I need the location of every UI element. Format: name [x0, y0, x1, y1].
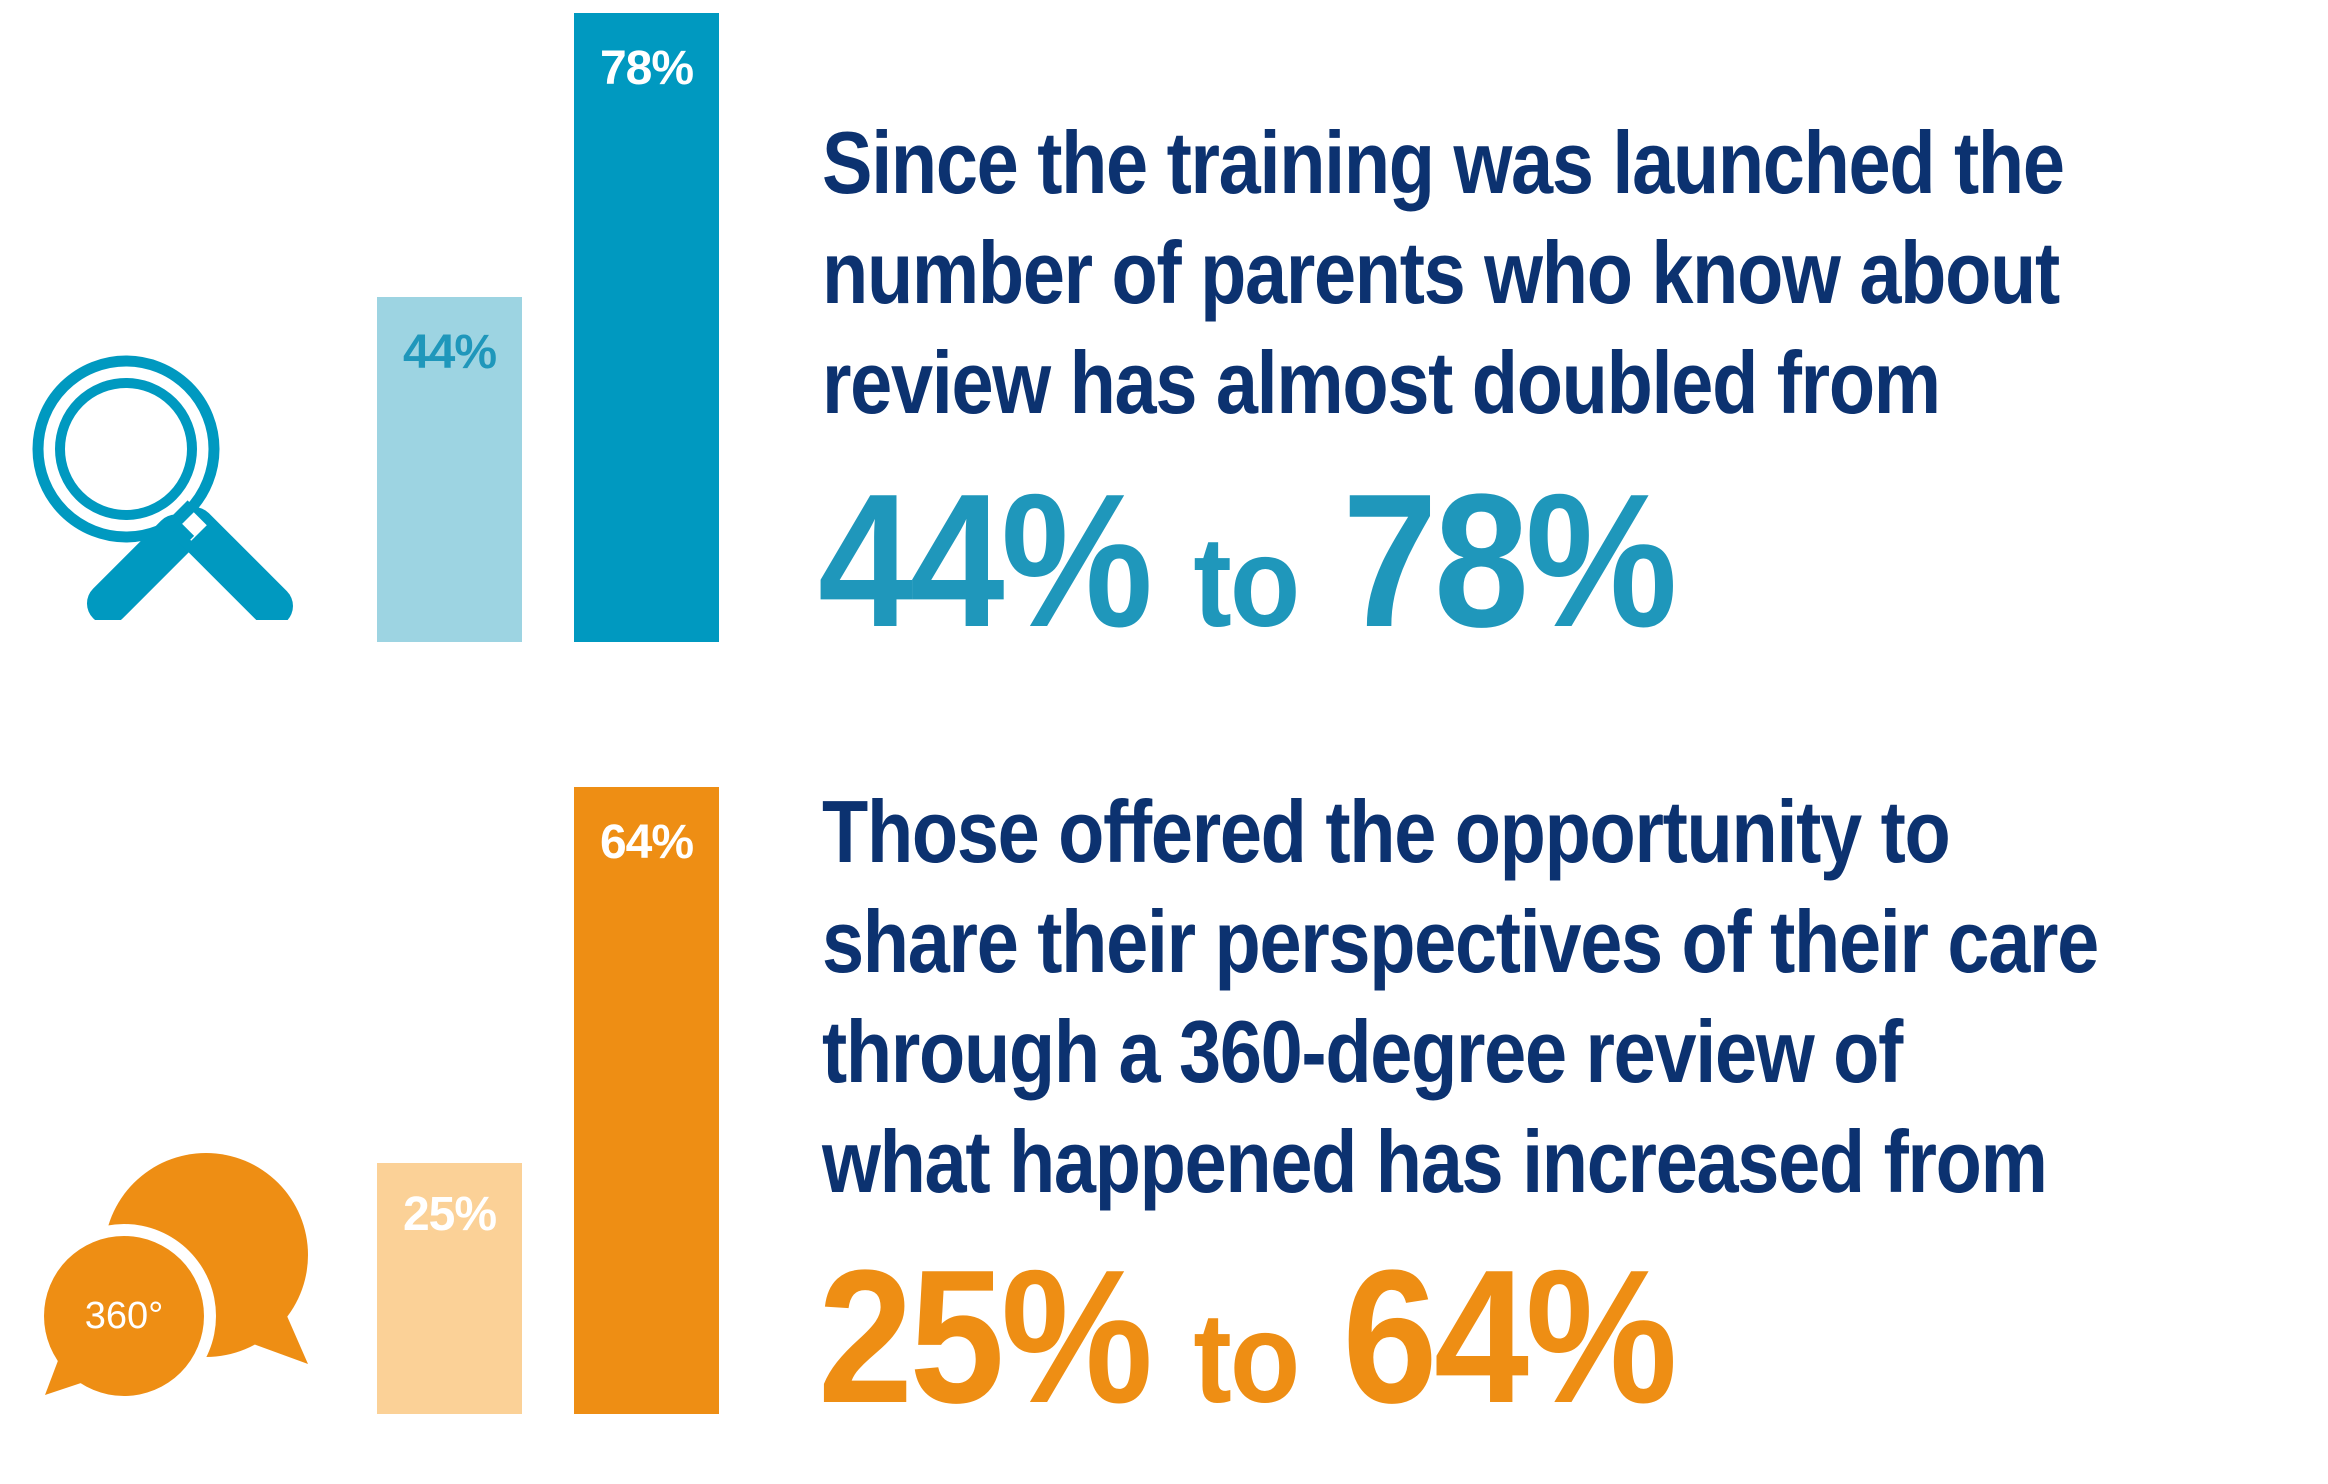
bar-value-label: 44% — [402, 326, 497, 379]
highlight-to-word: to — [1193, 511, 1300, 654]
highlight-change: 25% to 64% — [818, 1242, 1677, 1454]
statement-line: Since the training was launched the — [822, 113, 2065, 212]
bar-44-percent: 44% — [377, 297, 522, 642]
statement-text: Those offered the opportunity to share t… — [822, 777, 2322, 1217]
statement-line: number of parents who know about — [822, 223, 2060, 322]
highlight-to-word: to — [1193, 1287, 1300, 1430]
magnifying-glass-icon — [32, 355, 293, 620]
statement-line: share their perspectives of their care — [822, 892, 2099, 991]
icon-360-label: 360° — [85, 1295, 164, 1337]
statement-line: what happened has increased from — [822, 1112, 2048, 1211]
highlight-from: 44% — [818, 455, 1153, 667]
bar-78-percent: 78% — [574, 13, 719, 642]
bar-25-percent: 25% — [377, 1163, 522, 1414]
statement-line: through a 360-degree review of — [822, 1002, 1903, 1101]
bar-value-label: 78% — [599, 42, 694, 95]
highlight-to: 64% — [1342, 1231, 1677, 1443]
statement-line: review has almost doubled from — [822, 333, 1941, 432]
highlight-from: 25% — [818, 1231, 1153, 1443]
highlight-to: 78% — [1342, 455, 1677, 667]
bar-64-percent: 64% — [574, 787, 719, 1414]
highlight-change: 44% to 78% — [818, 466, 1677, 678]
bar-value-label: 64% — [599, 816, 694, 869]
statement-line: Those offered the opportunity to — [822, 782, 1951, 881]
statement-text: Since the training was launched the numb… — [822, 108, 2322, 438]
speech-bubbles-360-icon: 360° — [32, 1153, 308, 1408]
bar-value-label: 25% — [402, 1188, 497, 1241]
